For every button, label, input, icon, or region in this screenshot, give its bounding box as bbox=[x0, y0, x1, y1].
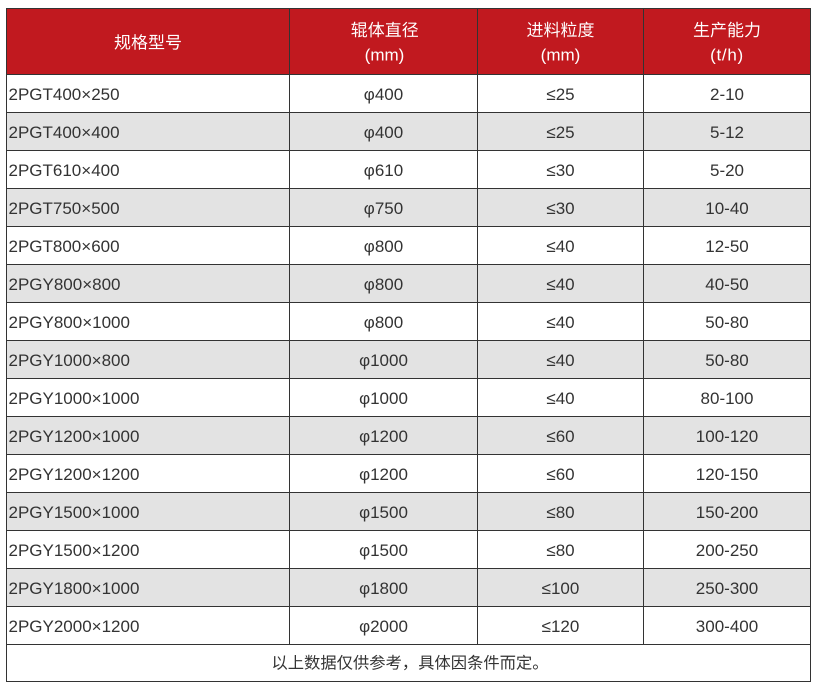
svg-text:100-120: 100-120 bbox=[696, 427, 758, 446]
svg-text:2PGY2000×1200: 2PGY2000×1200 bbox=[9, 617, 140, 636]
svg-text:150-200: 150-200 bbox=[696, 503, 758, 522]
svg-text:5-12: 5-12 bbox=[710, 123, 744, 142]
svg-text:≤25: ≤25 bbox=[546, 123, 574, 142]
svg-text:φ1800: φ1800 bbox=[359, 579, 408, 598]
svg-text:(mm): (mm) bbox=[365, 46, 405, 65]
svg-text:≤80: ≤80 bbox=[546, 503, 574, 522]
svg-text:≤40: ≤40 bbox=[546, 313, 574, 332]
svg-text:2PGT800×600: 2PGT800×600 bbox=[9, 237, 120, 256]
svg-text:φ800: φ800 bbox=[364, 275, 403, 294]
svg-text:≤60: ≤60 bbox=[546, 465, 574, 484]
svg-text:φ800: φ800 bbox=[364, 237, 403, 256]
svg-text:50-80: 50-80 bbox=[705, 313, 748, 332]
svg-text:≤40: ≤40 bbox=[546, 389, 574, 408]
svg-text:φ1500: φ1500 bbox=[359, 541, 408, 560]
svg-text:φ1000: φ1000 bbox=[359, 351, 408, 370]
svg-text:300-400: 300-400 bbox=[696, 617, 758, 636]
svg-text:2PGY1500×1000: 2PGY1500×1000 bbox=[9, 503, 140, 522]
svg-text:≤120: ≤120 bbox=[542, 617, 580, 636]
svg-text:φ1200: φ1200 bbox=[359, 465, 408, 484]
svg-text:≤40: ≤40 bbox=[546, 275, 574, 294]
svg-text:10-40: 10-40 bbox=[705, 199, 748, 218]
svg-text:≤80: ≤80 bbox=[546, 541, 574, 560]
svg-text:φ400: φ400 bbox=[364, 123, 403, 142]
svg-text:φ400: φ400 bbox=[364, 85, 403, 104]
svg-text:120-150: 120-150 bbox=[696, 465, 758, 484]
svg-text:12-50: 12-50 bbox=[705, 237, 748, 256]
svg-text:2PGY800×1000: 2PGY800×1000 bbox=[9, 313, 130, 332]
svg-text:φ750: φ750 bbox=[364, 199, 403, 218]
svg-text:φ610: φ610 bbox=[364, 161, 403, 180]
svg-text:≤25: ≤25 bbox=[546, 85, 574, 104]
svg-text:2PGT400×250: 2PGT400×250 bbox=[9, 85, 120, 104]
svg-text:φ2000: φ2000 bbox=[359, 617, 408, 636]
svg-text:2PGT400×400: 2PGT400×400 bbox=[9, 123, 120, 142]
svg-text:≤40: ≤40 bbox=[546, 237, 574, 256]
svg-text:2PGY800×800: 2PGY800×800 bbox=[9, 275, 121, 294]
svg-text:200-250: 200-250 bbox=[696, 541, 758, 560]
svg-text:φ1000: φ1000 bbox=[359, 389, 408, 408]
svg-text:≤30: ≤30 bbox=[546, 161, 574, 180]
svg-text:φ1500: φ1500 bbox=[359, 503, 408, 522]
svg-text:2PGT750×500: 2PGT750×500 bbox=[9, 199, 120, 218]
svg-text:φ800: φ800 bbox=[364, 313, 403, 332]
svg-text:2PGY1000×800: 2PGY1000×800 bbox=[9, 351, 130, 370]
svg-text:≤60: ≤60 bbox=[546, 427, 574, 446]
svg-text:250-300: 250-300 bbox=[696, 579, 758, 598]
svg-text:≤100: ≤100 bbox=[542, 579, 580, 598]
svg-text:2PGY1200×1000: 2PGY1200×1000 bbox=[9, 427, 140, 446]
svg-text:80-100: 80-100 bbox=[701, 389, 754, 408]
svg-text:40-50: 40-50 bbox=[705, 275, 748, 294]
svg-text:≤30: ≤30 bbox=[546, 199, 574, 218]
svg-text:≤40: ≤40 bbox=[546, 351, 574, 370]
svg-text:2PGY1500×1200: 2PGY1500×1200 bbox=[9, 541, 140, 560]
svg-text:5-20: 5-20 bbox=[710, 161, 744, 180]
svg-text:2-10: 2-10 bbox=[710, 85, 744, 104]
svg-text:2PGY1200×1200: 2PGY1200×1200 bbox=[9, 465, 140, 484]
svg-text:50-80: 50-80 bbox=[705, 351, 748, 370]
svg-text:2PGY1800×1000: 2PGY1800×1000 bbox=[9, 579, 140, 598]
svg-text:(mm): (mm) bbox=[541, 46, 581, 65]
svg-text:φ1200: φ1200 bbox=[359, 427, 408, 446]
svg-text:2PGY1000×1000: 2PGY1000×1000 bbox=[9, 389, 140, 408]
svg-text:2PGT610×400: 2PGT610×400 bbox=[9, 161, 120, 180]
svg-text:(t/h): (t/h) bbox=[710, 46, 744, 65]
